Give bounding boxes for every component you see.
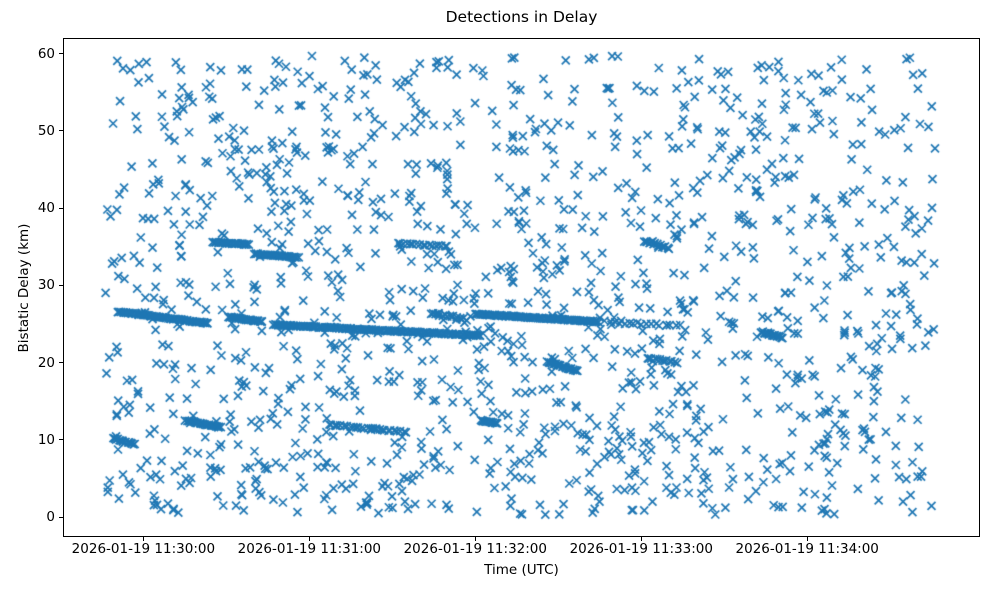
chart-title: Detections in Delay bbox=[445, 8, 598, 26]
y-tick-label: 40 bbox=[37, 200, 55, 217]
x-tick-label: 2026-01-19 11:31:00 bbox=[237, 541, 382, 557]
y-tick-label: 30 bbox=[37, 277, 55, 294]
x-tick-mark bbox=[806, 537, 808, 541]
y-tick-label: 0 bbox=[46, 509, 55, 526]
y-tick-mark bbox=[59, 439, 63, 441]
y-tick-label: 50 bbox=[37, 122, 55, 139]
y-tick-mark bbox=[59, 207, 63, 209]
x-tick-label: 2026-01-19 11:30:00 bbox=[71, 541, 216, 557]
y-axis-label: Bistatic Delay (km) bbox=[16, 223, 32, 353]
y-tick-mark bbox=[59, 284, 63, 286]
y-tick-mark bbox=[59, 362, 63, 364]
x-tick-label: 2026-01-19 11:33:00 bbox=[569, 541, 713, 557]
y-tick-mark bbox=[59, 516, 63, 518]
y-tick-label: 60 bbox=[37, 45, 55, 62]
plot-area bbox=[63, 38, 980, 537]
x-tick-mark bbox=[640, 537, 642, 541]
x-axis-label: Time (UTC) bbox=[484, 562, 559, 578]
x-tick-mark bbox=[474, 537, 476, 541]
x-tick-label: 2026-01-19 11:34:00 bbox=[735, 541, 879, 557]
scatter-canvas bbox=[64, 39, 979, 536]
y-tick-label: 20 bbox=[37, 354, 55, 371]
x-tick-mark bbox=[308, 537, 310, 541]
x-tick-label: 2026-01-19 11:32:00 bbox=[403, 541, 547, 557]
y-tick-mark bbox=[59, 130, 63, 132]
x-tick-mark bbox=[142, 537, 144, 541]
y-tick-mark bbox=[59, 53, 63, 55]
y-tick-label: 10 bbox=[37, 431, 55, 448]
